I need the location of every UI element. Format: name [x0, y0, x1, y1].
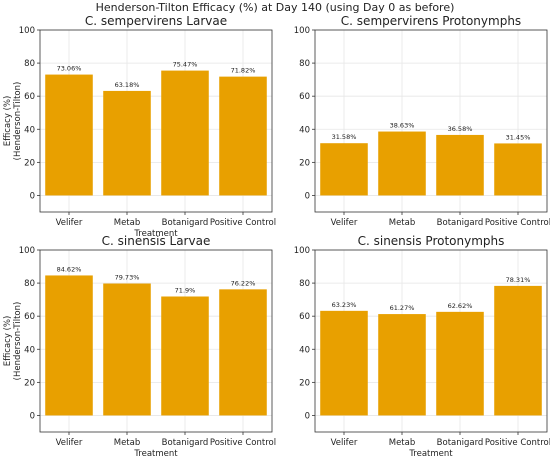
bar-positive-control	[494, 143, 542, 196]
x-tick-label: Metab	[389, 218, 416, 228]
y-tick-label: 20	[24, 378, 35, 388]
y-tick-label: 60	[24, 312, 35, 322]
plot-frame	[314, 29, 548, 213]
bar-positive-control	[219, 289, 267, 416]
y-tick-label: 0	[30, 191, 35, 201]
x-tick-label: Positive Control	[485, 218, 550, 228]
plot-frame	[39, 249, 273, 433]
x-tick-label: Positive Control	[210, 438, 276, 448]
bar-value-label: 36.58%	[448, 125, 473, 133]
chart-panel-c-sinensis-protonymphs: 0 20 40 60 80 100 63.23% 61.27% 62.62% 78.31% Veli…	[294, 234, 550, 459]
bar-value-label: 63.18%	[115, 81, 140, 89]
y-tick-label: 100	[294, 26, 310, 36]
y-tick-label: 60	[299, 92, 310, 102]
plot-frame	[39, 29, 273, 213]
bar-value-label: 73.06%	[57, 65, 82, 73]
y-axis-label-sub: (Henderson-Tilton)	[13, 302, 23, 381]
panel-title: C. sinensis Larvae	[102, 234, 211, 248]
y-tick-label: 20	[299, 158, 310, 168]
bar-botanigard	[161, 296, 209, 416]
x-tick-label: Botanigard	[437, 218, 484, 228]
bar-value-label: 61.27%	[390, 304, 415, 312]
bar-positive-control	[494, 285, 542, 416]
bar-value-label: 75.47%	[173, 61, 198, 69]
x-tick-label: Velifer	[56, 218, 83, 228]
x-tick-label: Metab	[114, 218, 141, 228]
bar-value-label: 38.63%	[390, 122, 415, 130]
x-tick-label: Velifer	[56, 438, 83, 448]
bar-velifer	[320, 143, 368, 196]
x-tick-label: Positive Control	[210, 218, 276, 228]
panel-title: C. sinensis Protonymphs	[358, 234, 505, 248]
x-tick-label: Metab	[114, 438, 141, 448]
bar-metab	[103, 90, 151, 196]
y-tick-label: 40	[24, 125, 35, 135]
panel-title: C. sempervirens Larvae	[85, 14, 227, 28]
panel-title: C. sempervirens Protonymphs	[341, 14, 521, 28]
bar-velifer	[45, 275, 93, 416]
y-tick-label: 60	[299, 312, 310, 322]
y-tick-label: 20	[24, 158, 35, 168]
y-tick-label: 100	[19, 26, 35, 36]
x-tick-label: Velifer	[331, 438, 358, 448]
bar-value-label: 71.9%	[175, 286, 196, 294]
x-tick-label: Botanigard	[162, 218, 209, 228]
bar-positive-control	[219, 76, 267, 196]
bar-value-label: 31.45%	[506, 133, 531, 141]
bar-botanigard	[436, 311, 484, 416]
figure: Henderson-Tilton Efficacy (%) at Day 140…	[3, 1, 550, 459]
bar-velifer	[45, 74, 93, 196]
x-axis-label: Treatment	[408, 449, 453, 459]
y-axis-label: Efficacy (%)	[3, 316, 13, 367]
bar-metab	[378, 131, 426, 196]
y-tick-label: 20	[299, 378, 310, 388]
x-tick-label: Botanigard	[437, 438, 484, 448]
chart-panel-c-sempervirens-protonymphs: 0 20 40 60 80 100 31.58% 38.63% 36.58% 31.45% Veli…	[294, 14, 550, 228]
bar-velifer	[320, 310, 368, 416]
y-tick-label: 80	[299, 59, 310, 69]
x-tick-label: Metab	[389, 438, 416, 448]
bar-value-label: 63.23%	[332, 301, 357, 309]
y-tick-label: 100	[19, 246, 35, 256]
x-axis-label: Treatment	[133, 229, 178, 239]
y-tick-label: 0	[30, 411, 35, 421]
bar-value-label: 31.58%	[332, 133, 357, 141]
x-tick-label: Positive Control	[485, 438, 550, 448]
bar-metab	[103, 283, 151, 416]
figure-title: Henderson-Tilton Efficacy (%) at Day 140…	[95, 1, 455, 14]
y-tick-label: 40	[299, 345, 310, 355]
plot-frame	[314, 249, 548, 433]
bar-metab	[378, 314, 426, 416]
chart-panel-c-sinensis-larvae: 0 20 40 60 80 100 84.62% 79.73% 71.9% 76.22% Velif…	[3, 234, 276, 459]
y-tick-label: 0	[305, 191, 310, 201]
y-tick-label: 60	[24, 92, 35, 102]
x-tick-label: Botanigard	[162, 438, 209, 448]
x-tick-label: Velifer	[331, 218, 358, 228]
y-axis-label-sub: (Henderson-Tilton)	[13, 82, 23, 161]
y-tick-label: 80	[24, 59, 35, 69]
bar-value-label: 71.82%	[231, 67, 256, 75]
bar-value-label: 62.62%	[448, 302, 473, 310]
bar-botanigard	[436, 134, 484, 196]
chart-panel-c-sempervirens-larvae: 0 20 40 60 80 100 73.06% 63.18% 75.47% 71.82% Veli…	[3, 14, 276, 239]
x-axis-label: Treatment	[133, 449, 178, 459]
bar-botanigard	[161, 70, 209, 196]
bar-value-label: 84.62%	[57, 265, 82, 273]
y-tick-label: 40	[24, 345, 35, 355]
y-tick-label: 80	[299, 279, 310, 289]
y-axis-label: Efficacy (%)	[3, 96, 13, 147]
y-tick-label: 80	[24, 279, 35, 289]
y-tick-label: 40	[299, 125, 310, 135]
y-tick-label: 100	[294, 246, 310, 256]
bar-value-label: 76.22%	[231, 279, 256, 287]
bar-value-label: 78.31%	[506, 276, 531, 284]
bar-value-label: 79.73%	[115, 274, 140, 282]
y-tick-label: 0	[305, 411, 310, 421]
